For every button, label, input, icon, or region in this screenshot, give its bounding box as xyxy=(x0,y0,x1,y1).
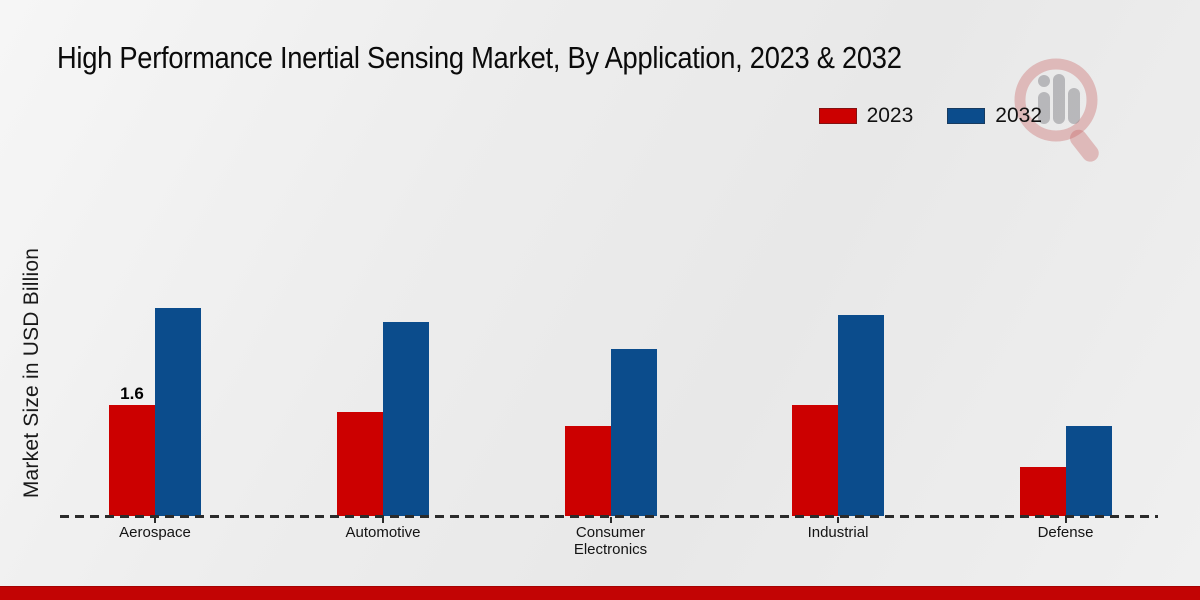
x-axis-tick-defense xyxy=(1064,517,1067,523)
x-axis-label-consumer-electronics: Consumer Electronics xyxy=(573,524,648,558)
x-axis-tick-automotive xyxy=(382,517,384,523)
legend-item-2032: 2032 xyxy=(947,104,1042,128)
magnifier-barchart-icon xyxy=(1014,58,1099,162)
bar-2023-industrial xyxy=(792,405,838,516)
x-axis-tick-industrial xyxy=(837,517,839,523)
legend-swatch-2023 xyxy=(818,108,857,124)
x-axis-tick-consumer-electronics xyxy=(609,517,612,523)
legend-label-2032: 2032 xyxy=(995,104,1042,127)
bar-2032-consumer-electronics xyxy=(610,349,657,516)
bar-2032-automotive xyxy=(383,322,429,516)
bar-2023-aerospace xyxy=(109,405,155,516)
bar-2032-industrial xyxy=(838,315,884,516)
data-label-2023-aerospace: 1.6 xyxy=(120,383,144,403)
x-axis-label-automotive: Automotive xyxy=(345,524,421,541)
bar-2023-consumer-electronics xyxy=(564,426,611,516)
legend-label-2023: 2023 xyxy=(866,104,914,127)
bar-2023-defense xyxy=(1019,467,1066,516)
x-axis-label-industrial: Industrial xyxy=(807,524,869,541)
x-axis-label-defense: Defense xyxy=(1037,524,1094,541)
legend-swatch-2032 xyxy=(947,108,986,124)
brand-watermark-logo xyxy=(1012,52,1104,167)
bar-2032-defense xyxy=(1065,426,1112,516)
legend: 2023 2032 xyxy=(818,104,1042,128)
x-axis-tick-aerospace xyxy=(154,517,156,523)
x-axis-dashed-baseline xyxy=(60,515,1158,518)
chart-title: High Performance Inertial Sensing Market… xyxy=(57,40,902,75)
footer-accent-bar xyxy=(0,586,1200,600)
bar-2023-automotive xyxy=(337,412,383,516)
bar-2032-aerospace xyxy=(155,308,201,516)
legend-item-2023: 2023 xyxy=(818,104,914,128)
x-axis-label-aerospace: Aerospace xyxy=(119,524,191,541)
